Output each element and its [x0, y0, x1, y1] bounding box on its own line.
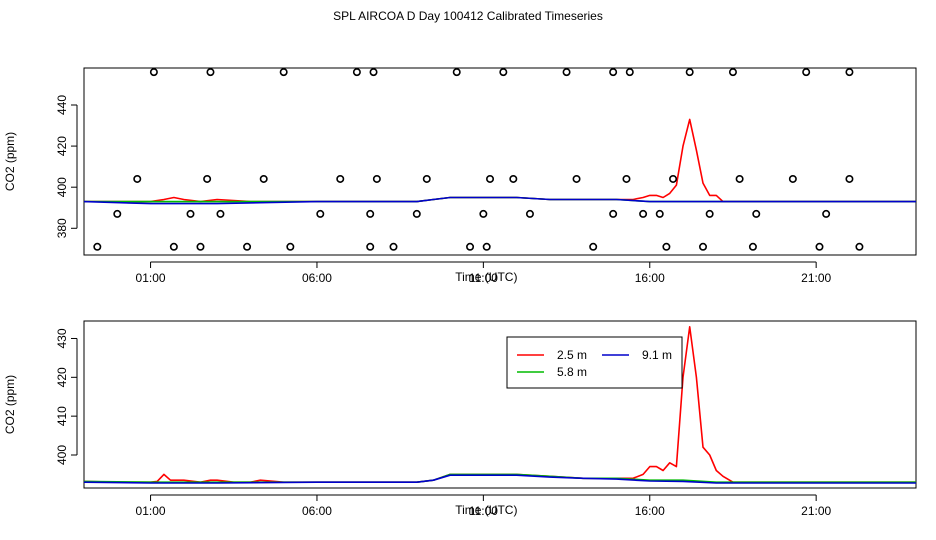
plot-frame	[83, 67, 917, 256]
calibration-point	[609, 209, 618, 218]
chart-title: SPL AIRCOA D Day 100412 Calibrated Times…	[333, 9, 603, 23]
calibration-point	[369, 68, 378, 77]
calibration-point	[216, 209, 225, 218]
series-line-9-1-m	[84, 474, 916, 484]
calibration-point	[149, 68, 158, 77]
calibration-point	[705, 209, 714, 218]
calibration-point	[752, 209, 761, 218]
calibration-point	[735, 174, 744, 183]
calibration-point	[499, 68, 508, 77]
calibration-point	[639, 209, 648, 218]
x-tick-label: 06:00	[302, 504, 332, 518]
legend: 2.5 m 5.8 m 9.1 m	[506, 336, 683, 389]
calibration-point	[609, 68, 618, 77]
calibration-point	[336, 174, 345, 183]
calibration-point	[845, 68, 854, 77]
series-line-0	[84, 118, 916, 203]
calibration-point	[845, 174, 854, 183]
calibration-point	[482, 242, 491, 251]
bottom-panel: 01:00 06:00 11:00 16:00 21:00 Time (UTC) 400 41…	[3, 320, 917, 518]
calibration-point	[748, 242, 757, 251]
calibration-point	[133, 174, 142, 183]
x-tick-label: 21:00	[801, 271, 831, 285]
calibration-point	[452, 68, 461, 77]
legend-label: 2.5 m	[557, 348, 587, 362]
calibration-point	[389, 242, 398, 251]
x-tick-label: 01:00	[136, 504, 166, 518]
y-tick-label: 380	[55, 218, 69, 238]
y-tick-label: 400	[55, 177, 69, 197]
calibration-point	[822, 209, 831, 218]
y-tick-label: 420	[55, 136, 69, 156]
y-tick-label: 440	[55, 95, 69, 115]
calibration-point	[625, 68, 634, 77]
calibration-point	[372, 174, 381, 183]
y-tick-label: 420	[55, 367, 69, 387]
y-tick-label: 400	[55, 445, 69, 465]
calibration-point	[572, 174, 581, 183]
calibration-point	[113, 209, 122, 218]
x-tick-label: 11:00	[469, 271, 498, 285]
y-axis-label: CO2 (ppm)	[3, 375, 17, 434]
x-tick-label: 06:00	[302, 271, 332, 285]
calibration-point	[206, 68, 215, 77]
calibration-point	[815, 242, 824, 251]
legend-label: 5.8 m	[557, 365, 587, 379]
calibration-point	[186, 209, 195, 218]
calibration-point	[279, 68, 288, 77]
calibration-point	[699, 242, 708, 251]
data-layer	[84, 118, 916, 205]
calibration-point	[479, 209, 488, 218]
calibration-point	[466, 242, 475, 251]
calibration-point	[802, 68, 811, 77]
calibration-point	[259, 174, 268, 183]
calibration-point	[316, 209, 325, 218]
plot-frame	[83, 320, 917, 489]
calibration-point	[366, 209, 375, 218]
calibration-point	[655, 209, 664, 218]
data-layer	[84, 326, 916, 484]
x-tick-label: 16:00	[635, 504, 665, 518]
calibration-point	[788, 174, 797, 183]
calibration-point	[728, 68, 737, 77]
calibration-point	[169, 242, 178, 251]
x-axis-label: Time (UTC)	[455, 270, 517, 284]
series-line-2	[84, 196, 916, 205]
calibration-point	[562, 68, 571, 77]
x-tick-label: 11:00	[469, 504, 498, 518]
legend-label: 9.1 m	[642, 348, 672, 362]
calibration-point	[203, 174, 212, 183]
calibration-point	[855, 242, 864, 251]
x-axis-label: Time (UTC)	[455, 503, 517, 517]
calibration-point	[243, 242, 252, 251]
calibration-point	[669, 174, 678, 183]
y-axis-label: CO2 (ppm)	[3, 132, 17, 191]
calibration-point	[662, 242, 671, 251]
calibration-point	[589, 242, 598, 251]
y-tick-label: 410	[55, 406, 69, 426]
calibration-point	[685, 68, 694, 77]
calibration-point	[196, 242, 205, 251]
calibration-point	[366, 242, 375, 251]
calibration-point	[93, 242, 102, 251]
legend-box	[506, 336, 683, 389]
calibration-point	[412, 209, 421, 218]
series-line-2-5-m	[84, 326, 916, 483]
x-tick-label: 21:00	[801, 504, 831, 518]
calibration-point	[509, 174, 518, 183]
calibration-point	[286, 242, 295, 251]
x-tick-label: 01:00	[136, 271, 166, 285]
calibration-point	[622, 174, 631, 183]
calibration-point	[486, 174, 495, 183]
top-panel: 01:00 06:00 11:00 16:00 21:00 Time (UTC) 380 40…	[3, 67, 917, 285]
calibration-point	[352, 68, 361, 77]
x-tick-label: 16:00	[635, 271, 665, 285]
calibration-point	[422, 174, 431, 183]
calibration-point	[525, 209, 534, 218]
y-tick-label: 430	[55, 328, 69, 348]
